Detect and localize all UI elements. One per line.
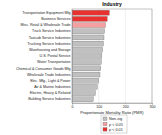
- tick-label: 300: [150, 105, 156, 109]
- bar: [72, 72, 100, 77]
- tick-label: Trucking Service Industries: [27, 42, 70, 46]
- tick: 300: [150, 103, 156, 109]
- bar: [72, 41, 103, 46]
- tick-label: Misc. Retail & Wholesale Trade: [21, 23, 71, 27]
- tick-label: Building Service Industries: [28, 97, 71, 101]
- tick-label: Wholesale Trade Industries: [27, 73, 71, 77]
- legend-label: p < 0.01: [109, 128, 123, 132]
- bar: [72, 97, 93, 102]
- tick: Elec. Mfg., Light & Power: [30, 79, 72, 83]
- tick: Transportation Equipment Mfg: [22, 11, 72, 15]
- tick: Misc. Retail & Wholesale Trade: [21, 23, 72, 27]
- tick-label: Chemical & Consumer Goods Mfg: [16, 67, 71, 71]
- tick: Truck Service Industries: [32, 29, 72, 33]
- tick-label: Warehousing and Storage: [29, 48, 71, 52]
- tick: Wholesale Trade Industries: [27, 73, 72, 77]
- tick-label: Taxicab Service Industries: [29, 36, 71, 40]
- tick-label: 0: [72, 105, 74, 109]
- grid: [72, 9, 152, 103]
- y-axis: Transportation Equipment Mfg Business Ser…: [16, 10, 73, 104]
- legend-swatch: [103, 128, 107, 132]
- title: Industry: [102, 1, 122, 7]
- bar: [72, 91, 95, 96]
- tick: Chemical & Consumer Goods Mfg: [16, 67, 72, 71]
- x-axis: 0 100 200 300: [72, 103, 156, 109]
- legend-label: Non-sig: [109, 117, 122, 121]
- tick: Warehousing and Storage: [29, 48, 72, 52]
- legend-swatch: [103, 117, 107, 121]
- tick: Trucking Service Industries: [27, 42, 72, 46]
- bar: [72, 35, 104, 40]
- tick: Electric, Heavy & Related: [30, 91, 72, 95]
- bar: [72, 60, 101, 65]
- tick-label: 200: [123, 105, 129, 109]
- legend-swatch: [103, 122, 107, 126]
- tick-label: 100: [96, 105, 102, 109]
- legend-label: p < 0.05: [109, 123, 123, 127]
- legend-box: [101, 115, 127, 133]
- tick-label: Water Transportation: [37, 60, 70, 64]
- tick-label: Electric, Heavy & Related: [30, 91, 71, 95]
- tick: Taxicab Service Industries: [29, 36, 72, 40]
- tick-label: Air & Marine Industries: [34, 85, 71, 89]
- bar: [72, 10, 109, 15]
- bars: [72, 10, 109, 102]
- tick: 200: [123, 103, 129, 109]
- tick-label: Transportation Equipment Mfg: [22, 11, 70, 15]
- bar: [72, 78, 99, 83]
- bar: [72, 23, 106, 28]
- tick: 100: [96, 103, 102, 109]
- tick: 0: [72, 103, 74, 109]
- bar: [72, 84, 97, 89]
- bar: [72, 54, 102, 59]
- bar: [72, 66, 101, 71]
- axis-line: [72, 10, 73, 104]
- tick-label: Truck Service Industries: [32, 29, 71, 33]
- axis-line: [73, 104, 153, 105]
- tick-label: Elec. Mfg., Light & Power: [30, 79, 71, 83]
- bar: [72, 47, 103, 52]
- grid-line: [125, 9, 126, 103]
- tick: Water Transportation: [37, 60, 72, 64]
- bar: [72, 16, 107, 21]
- tick-label: U.S. Postal Service: [40, 54, 71, 58]
- tick: Business Services: [41, 17, 72, 21]
- tick: U.S. Postal Service: [40, 54, 72, 58]
- x-axis-title: Proportionate Mortality Ratio (PMR): [80, 110, 144, 115]
- plot-frame: [72, 9, 152, 103]
- tick: Building Service Industries: [28, 97, 72, 101]
- legend: Non-sig p < 0.05p < 0.01: [101, 115, 127, 133]
- bar: [72, 29, 105, 34]
- chart: Industry Transportation Equipment Mfg Busi…: [0, 0, 162, 135]
- tick: Air & Marine Industries: [34, 85, 72, 89]
- tick-label: Business Services: [41, 17, 71, 21]
